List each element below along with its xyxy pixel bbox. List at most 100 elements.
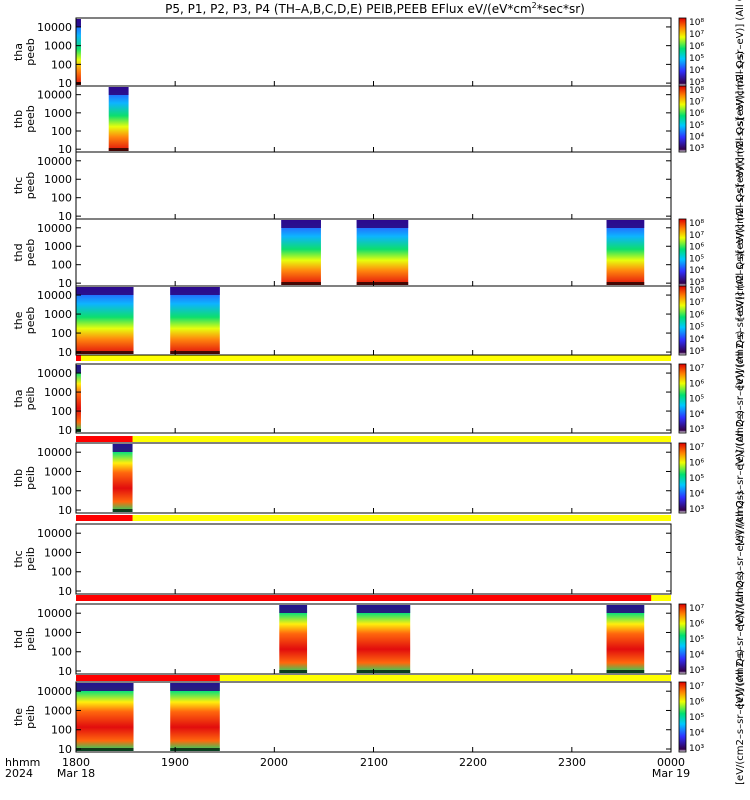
data-block-bottom-1 <box>279 670 308 673</box>
panel-ylabel-product: peib <box>24 705 37 729</box>
title-superscript: 2 <box>532 1 537 10</box>
data-block-bottom-2 <box>356 670 411 673</box>
y-tick-label: 1000 <box>44 386 72 399</box>
panel-ylabel-probe: thc <box>12 177 25 194</box>
colorbar-tick-label: 10⁶ <box>689 109 704 119</box>
colorbar-tick-label: 10⁷ <box>689 298 704 308</box>
y-tick-label: 10000 <box>37 685 72 698</box>
colorbar-tick-label: 10³ <box>689 744 704 754</box>
data-block-3 <box>606 605 645 673</box>
flag-bar-yellow <box>76 515 671 521</box>
panel-ylabel-product: peib <box>24 387 37 411</box>
colorbar-tick-label: 10⁸ <box>689 86 704 96</box>
colorbar-tick-label: 10⁷ <box>689 98 704 108</box>
data-block-bottom-1 <box>76 748 134 751</box>
panel-frame <box>75 151 672 220</box>
colorbar-frame <box>678 363 687 434</box>
data-block-top-1 <box>76 683 134 691</box>
colorbar-tick-label: 10³ <box>689 505 704 515</box>
data-block-2 <box>356 605 411 673</box>
y-tick-label: 1000 <box>44 546 72 559</box>
flag-bar-yellow <box>76 355 671 361</box>
x-date-mar19: Mar 19 <box>652 767 690 780</box>
colorbar-label: [eV/(cm2–s–sr–eV)] (All Qs) <box>735 571 746 707</box>
data-block-bottom-1 <box>281 282 321 285</box>
y-tick-label: 10 <box>58 665 72 678</box>
data-block-2 <box>170 287 220 354</box>
y-tick-label: 10 <box>58 143 72 156</box>
data-block-1 <box>108 87 129 151</box>
colorbar-tick-label: 10⁴ <box>689 410 704 420</box>
panel-frame <box>75 523 672 595</box>
panel-ylabel-product: peib <box>24 627 37 651</box>
data-block-top-1 <box>112 444 133 452</box>
colorbar-tick-label: 10⁵ <box>689 323 704 333</box>
data-block-bottom-1 <box>108 148 129 151</box>
colorbar-tick-label: 10⁴ <box>689 651 704 661</box>
colorbar-label: [eV/(cm2–s–sr–eV)] (All Qs) <box>735 253 746 389</box>
panel-ylabel-probe: tha <box>12 43 25 61</box>
colorbar-tick-label: 10⁵ <box>689 54 704 64</box>
x-tick-2300: 2300 <box>558 756 586 769</box>
colorbar-label: [eV/(cm2–s–sr–eV)] (All Qs) <box>735 491 746 627</box>
colorbar <box>679 219 686 286</box>
colorbar-tick-label: 10⁵ <box>689 254 704 264</box>
x-tick-1800: 1800 <box>62 756 90 769</box>
colorbar-tick-label: 10⁵ <box>689 713 704 723</box>
colorbar-tick-label: 10³ <box>689 425 704 435</box>
y-tick-label: 100 <box>51 405 72 418</box>
colorbar-tick-label: 10⁷ <box>689 682 704 692</box>
colorbar-label: [eV/(cm2–s–sr–eV)] (All Qs) <box>735 51 746 187</box>
data-block-bottom-3 <box>606 670 645 673</box>
y-tick-label: 1000 <box>44 704 72 717</box>
data-block-1 <box>76 19 81 85</box>
colorbar <box>679 86 686 152</box>
y-tick-label: 1000 <box>44 40 72 53</box>
x-label-hhmm: hhmm <box>5 756 40 769</box>
panel-ylabel-product: peeb <box>24 38 37 66</box>
data-block-bottom-1 <box>76 351 134 354</box>
y-tick-label: 10 <box>58 277 72 290</box>
colorbar-tick-label: 10⁶ <box>689 459 704 469</box>
colorbar-tick-label: 10⁶ <box>689 42 704 52</box>
flag-bar-red <box>76 436 133 442</box>
colorbar-label: [eV/(cm2–s–sr–eV)] (All Qs) <box>735 410 746 546</box>
panel-thc-peeb: 10000 1000 100 10 thc peeb [eV/(cm2–s–sr–eV)] … <box>12 118 746 254</box>
colorbar-frame <box>678 442 687 514</box>
data-block-1 <box>76 365 81 432</box>
data-block-2 <box>170 683 220 751</box>
y-tick-label: 10000 <box>37 155 72 168</box>
data-block-top-1 <box>279 605 308 613</box>
data-block-bottom-3 <box>606 282 645 285</box>
y-tick-label: 100 <box>51 192 72 205</box>
colorbar-tick-label: 10⁴ <box>689 729 704 739</box>
y-tick-label: 10000 <box>37 446 72 459</box>
colorbar-tick-label: 10⁴ <box>689 266 704 276</box>
x-label-year: 2024 <box>5 767 33 780</box>
colorbar-label: [eV/(cm2–s–sr–eV)] (All Qs) <box>735 0 746 120</box>
y-tick-label: 1000 <box>44 626 72 639</box>
y-tick-label: 10000 <box>37 367 72 380</box>
colorbar-tick-label: 10⁴ <box>689 490 704 500</box>
x-tick-2100: 2100 <box>360 756 388 769</box>
figure-title: P5, P1, P2, P3, P4 (TH–A,B,C,D,E) PEIB,P… <box>165 1 585 16</box>
colorbar-tick-label: 10⁶ <box>689 310 704 320</box>
flag-bar-red <box>76 675 220 681</box>
data-block-1 <box>279 605 308 673</box>
x-tick-2000: 2000 <box>260 756 288 769</box>
colorbar-label: [eV/(cm2–s–sr–eV)] (All Qs) <box>735 118 746 254</box>
panel-ylabel-probe: thb <box>12 469 25 487</box>
colorbar-tick-label: 10⁷ <box>689 30 704 40</box>
data-block-1 <box>76 287 134 354</box>
y-tick-label: 10000 <box>37 527 72 540</box>
panel-frame <box>75 681 672 753</box>
data-block-bottom-2 <box>170 748 220 751</box>
colorbar-tick-label: 10⁷ <box>689 604 704 614</box>
flag-bar-red <box>76 595 652 601</box>
panel-ylabel-product: peib <box>24 547 37 571</box>
panel-tha-peib: 10000 1000 100 10 tha peib 10⁷ 10⁶ 10⁵ 10⁴ 10³ [eV/… <box>12 331 746 467</box>
